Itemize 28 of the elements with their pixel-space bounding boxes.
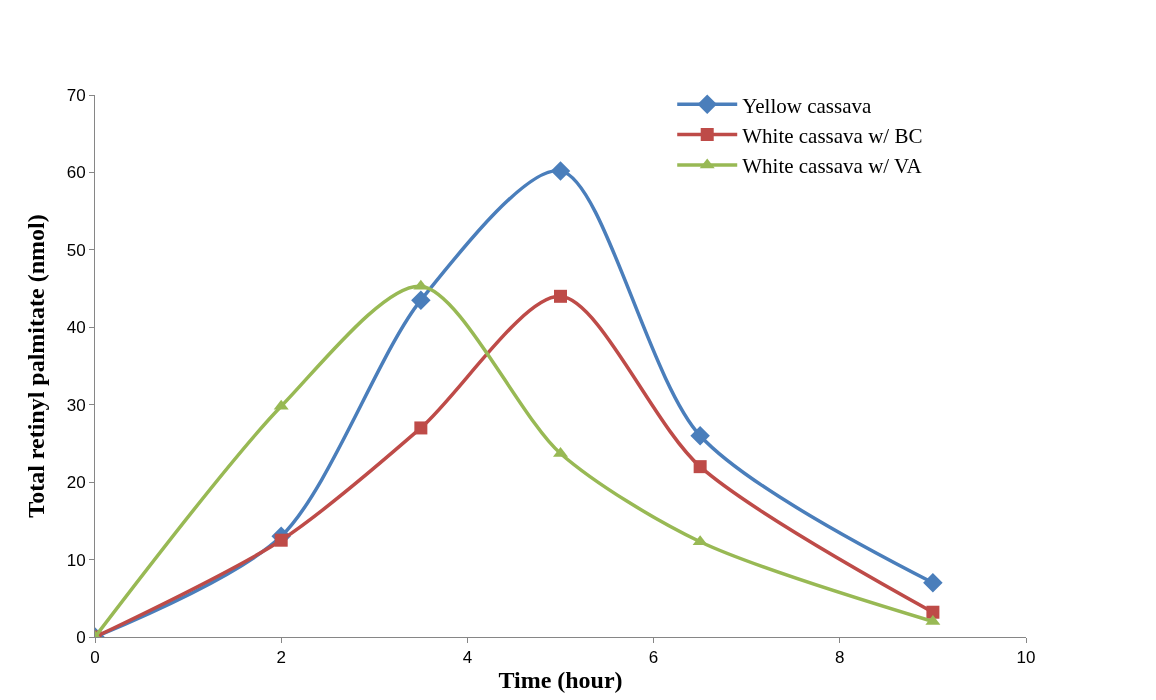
legend-label: White cassava w/ VA (742, 154, 923, 179)
x-tick-label: 2 (276, 648, 286, 668)
x-axis-title: Time (hour) (498, 666, 623, 693)
point (926, 605, 940, 619)
y-tick-label: 70 (66, 85, 86, 105)
y-tick-label: 20 (66, 473, 86, 493)
x-tick-label: 8 (835, 648, 845, 668)
point (411, 290, 431, 310)
y-tick-label: 50 (66, 240, 86, 260)
point (274, 533, 288, 547)
y-tick-label: 30 (66, 395, 86, 415)
y-tick-label: 0 (76, 627, 86, 647)
legend-label: Yellow cassava (742, 93, 872, 118)
y-axis-title: Total retinyl palmitate (nmol) (22, 214, 49, 518)
point (923, 573, 943, 593)
x-tick-label: 0 (90, 648, 100, 668)
legend-label: White cassava w/ BC (742, 123, 923, 148)
y-tick-label: 60 (66, 163, 86, 183)
x-tick-label: 4 (462, 648, 473, 668)
y-tick-label: 10 (66, 550, 86, 570)
y-tick-label: 40 (66, 318, 86, 338)
point (690, 425, 710, 446)
point (693, 460, 707, 474)
x-tick-label: 6 (648, 648, 659, 668)
point (414, 421, 428, 435)
point (554, 289, 567, 303)
point (550, 161, 571, 181)
x-tick-label: 10 (1016, 648, 1036, 668)
